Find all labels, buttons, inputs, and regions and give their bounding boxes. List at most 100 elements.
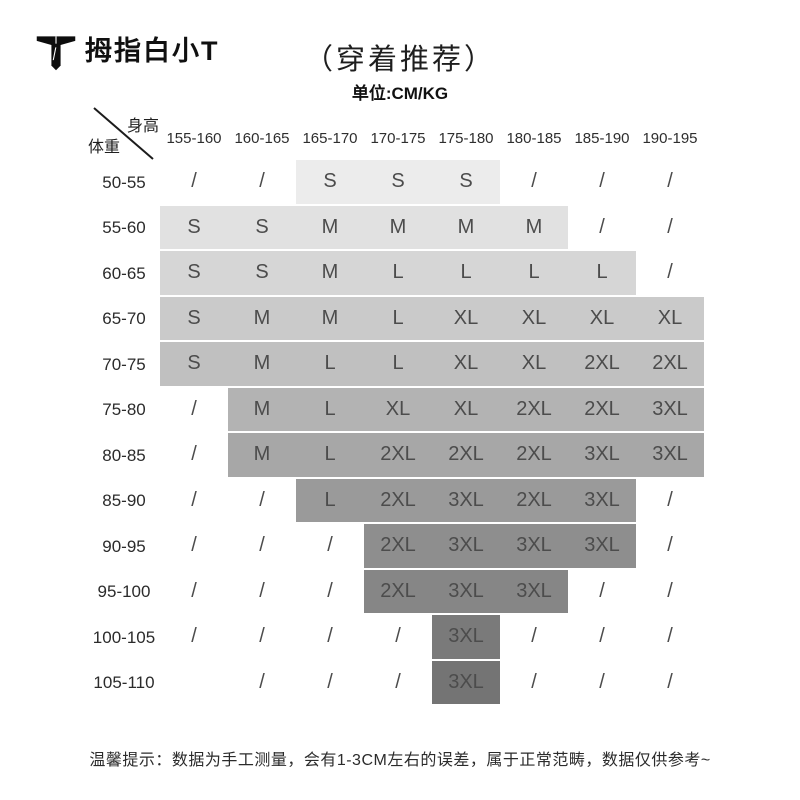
size-cell: 2XL [500, 387, 568, 433]
size-cell-empty: / [500, 615, 568, 661]
brand-logo: 拇指白小T [34, 29, 220, 73]
brand-logo-icon [34, 29, 78, 73]
column-header: 165-170 [302, 130, 358, 147]
table-row: 70-75 S M L L XL XL 2XL 2XL [88, 342, 704, 388]
size-cell-empty: / [636, 251, 704, 297]
table-row: 100-105// //3XL / / / [88, 615, 704, 661]
row-header: 100-105 [92, 627, 156, 647]
page-title: （穿着推荐） [303, 44, 496, 76]
size-cell: M [432, 205, 500, 251]
size-cell: XL [432, 296, 500, 342]
table-row: 80-85/M L 2XL 2XL 2XL 3XL 3XL [88, 433, 704, 479]
size-cell-empty: / [160, 388, 228, 433]
size-cell-empty: / [636, 615, 704, 661]
row-header: 70-75 [102, 354, 146, 374]
size-cell: L [432, 251, 500, 297]
size-cell: M [296, 296, 364, 342]
size-cell-empty: / [568, 570, 636, 615]
size-cell-empty: / [228, 661, 296, 706]
size-cell-empty: / [296, 524, 364, 570]
size-cell: 3XL [568, 524, 636, 570]
column-header: 180-185 [506, 130, 562, 147]
row-header: 95-100 [97, 582, 151, 602]
size-cell-empty: / [228, 615, 296, 661]
size-cell: M [228, 342, 296, 388]
size-cell-empty: / [636, 570, 704, 615]
size-cell: 3XL [636, 387, 704, 433]
column-header: 170-175 [370, 130, 426, 147]
column-header: 175-180 [438, 130, 494, 147]
size-cell: S [432, 160, 500, 206]
footer-note: 温馨提示：数据为手工测量，会有1-3CM左右的误差，属于正常范畴，数据仅供参考~ [89, 752, 711, 769]
size-cell: M [500, 205, 568, 251]
size-cell: 3XL [432, 660, 500, 706]
size-cell-empty: / [296, 615, 364, 661]
size-cell: 2XL [364, 433, 432, 479]
size-cell-empty: / [568, 615, 636, 661]
column-header: 185-190 [574, 130, 630, 147]
diagonal-divider-line [93, 107, 154, 160]
size-cell-empty: / [228, 524, 296, 570]
size-cell-empty: / [636, 160, 704, 206]
size-cell: 3XL [432, 615, 500, 661]
size-cell: XL [500, 296, 568, 342]
table-body: 50-55// S S S / //55-60 S S M M M M //60-65 S S M L L L L/6… [88, 160, 704, 706]
row-header: 105-110 [93, 673, 155, 693]
unit-label: 单位:CM/KG [351, 84, 449, 103]
size-cell-empty: / [364, 661, 432, 706]
size-cell: L [296, 342, 364, 388]
row-header: 60-65 [102, 263, 146, 283]
size-cell-empty: / [500, 160, 568, 206]
row-header: 50-55 [102, 172, 146, 192]
column-headers-row: 身高 体重 155-160 160-165 165-170 170-175 175-18… [88, 105, 704, 160]
size-cell: 2XL [364, 569, 432, 615]
row-header: 80-85 [102, 445, 146, 465]
size-cell: XL [364, 387, 432, 433]
size-cell: 3XL [432, 478, 500, 524]
table-row: 60-65 S S M L L L L / [88, 251, 704, 297]
size-cell-empty: / [296, 661, 364, 706]
size-cell-empty: / [568, 206, 636, 251]
size-cell: L [296, 387, 364, 433]
size-cell: S [364, 160, 432, 206]
size-cell: S [160, 205, 228, 251]
size-cell-empty: / [160, 433, 228, 479]
size-cell: 3XL [568, 433, 636, 479]
size-cell: XL [432, 387, 500, 433]
size-cell: M [296, 251, 364, 297]
size-cell: L [364, 342, 432, 388]
size-cell: 2XL [636, 342, 704, 388]
size-cell: 3XL [500, 569, 568, 615]
size-cell: 2XL [364, 478, 432, 524]
row-header: 55-60 [102, 218, 146, 238]
size-cell: 3XL [636, 433, 704, 479]
size-cell: XL [432, 342, 500, 388]
size-cell-empty: / [296, 570, 364, 615]
size-cell-empty: / [636, 524, 704, 570]
size-cell-empty: / [568, 661, 636, 706]
size-cell: M [228, 433, 296, 479]
size-cell-empty: / [160, 615, 228, 661]
row-header: 85-90 [102, 491, 146, 511]
size-cell-empty: / [160, 524, 228, 570]
table-row: 90-95///2XL 3XL 3XL 3XL / [88, 524, 704, 570]
table-row: 65-70 S M M L XL XL XL XL [88, 296, 704, 342]
size-cell-empty: / [228, 479, 296, 524]
table-row: 50-55// S S S / / / [88, 160, 704, 206]
table-row: 85-90// L 2XL 3XL 2XL 3XL / [88, 478, 704, 524]
size-cell [160, 661, 228, 706]
brand-name: 拇指白小T [85, 35, 220, 66]
row-header: 90-95 [102, 536, 146, 556]
size-cell-empty: / [636, 206, 704, 251]
size-cell: 2XL [432, 433, 500, 479]
size-cell: M [228, 296, 296, 342]
size-cell: L [364, 251, 432, 297]
size-cell: XL [500, 342, 568, 388]
table-row: 105-110///3XL / / / [88, 660, 704, 706]
size-cell-empty: / [160, 570, 228, 615]
size-cell: XL [568, 296, 636, 342]
size-cell-empty: / [500, 661, 568, 706]
size-cell: 3XL [500, 524, 568, 570]
size-cell: L [296, 478, 364, 524]
